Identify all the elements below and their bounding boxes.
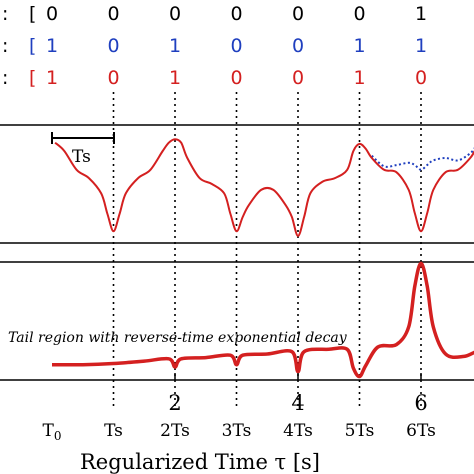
bit-value: 1 xyxy=(353,67,365,89)
bit-value: 1 xyxy=(169,35,181,57)
tail-region-annotation: Tail region with reverse-time exponentia… xyxy=(8,330,348,346)
upper-panel-frame xyxy=(0,124,474,244)
bit-value: 1 xyxy=(415,35,427,57)
time-tick-label: 4Ts xyxy=(283,421,313,441)
bit-value: 1 xyxy=(415,3,427,25)
t0-subscript: 0 xyxy=(54,429,62,443)
ts-label: Ts xyxy=(72,147,91,167)
bit-sequence-rows: : [0 0 0 0 0 0 1: [1 0 1 0 0 1 1: [1 0 1 0 0 1 0 xyxy=(2,3,427,89)
lower-panel-frame xyxy=(0,261,474,381)
time-tick-label: 3Ts xyxy=(222,421,252,441)
ts-annotation: Ts xyxy=(51,132,115,167)
bit-value: 0 xyxy=(230,35,242,57)
bit-row-prefix: : xyxy=(2,3,8,25)
bit-value: 0 xyxy=(353,3,365,25)
bit-value: 0 xyxy=(107,67,119,89)
bit-value: 0 xyxy=(292,67,304,89)
bit-row-bracket: [ xyxy=(29,35,36,57)
bit-row-prefix: : xyxy=(2,35,8,57)
bit-value: 0 xyxy=(230,3,242,25)
axis-tick-labels: 2 4 6 xyxy=(168,373,428,415)
bit-value: 0 xyxy=(169,3,181,25)
bit-value: 1 xyxy=(46,67,58,89)
bit-value: 1 xyxy=(169,67,181,89)
upper-panel-curves xyxy=(54,138,474,237)
bit-value: 0 xyxy=(107,3,119,25)
time-tick-label: T0 xyxy=(43,421,62,443)
lower-panel-curves xyxy=(51,261,474,379)
bit-value: 0 xyxy=(292,35,304,57)
bit-value: 0 xyxy=(292,3,304,25)
bit-value: 0 xyxy=(46,3,58,25)
bit-row-bracket: [ xyxy=(29,67,36,89)
time-tick-labels: T0Ts2Ts3Ts4Ts5Ts6Ts7 xyxy=(43,421,436,443)
bit-value: 0 xyxy=(415,67,427,89)
bit-value: 1 xyxy=(353,35,365,57)
time-tick-label: Ts xyxy=(104,421,123,441)
bit-value: 0 xyxy=(107,35,119,57)
time-tick-label: 6Ts xyxy=(406,421,436,441)
bit-value: 0 xyxy=(230,67,242,89)
bit-row-bracket: [ xyxy=(29,3,36,25)
bit-value: 1 xyxy=(46,35,58,57)
lower-red-curve xyxy=(51,261,474,379)
time-tick-label: 5Ts xyxy=(345,421,375,441)
time-tick-label: 2Ts xyxy=(160,421,190,441)
bit-row-prefix: : xyxy=(2,67,8,89)
upper-red-curve xyxy=(54,138,474,237)
axis-tick-label: 4 xyxy=(291,391,304,415)
axis-tick-label: 6 xyxy=(414,391,427,415)
axis-tick-label: 2 xyxy=(168,391,181,415)
x-axis-label: Regularized Time τ [s] xyxy=(80,450,320,474)
bit-time-guides xyxy=(112,92,422,408)
upper-blue-curve xyxy=(371,147,474,171)
